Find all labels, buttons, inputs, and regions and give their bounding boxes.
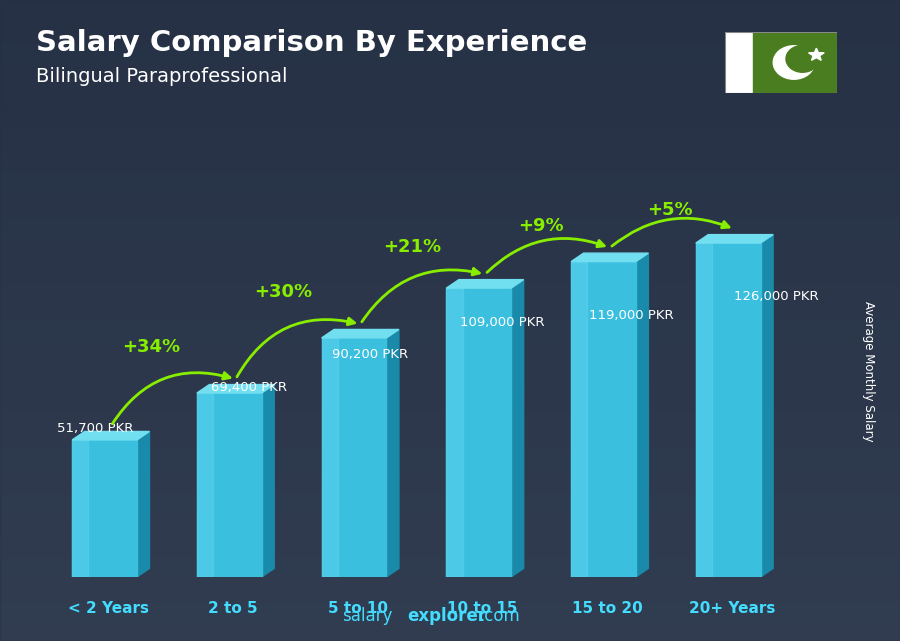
Text: explorer: explorer — [407, 607, 486, 625]
Bar — [446, 288, 511, 577]
Text: 51,700 PKR: 51,700 PKR — [58, 422, 133, 435]
Bar — [197, 393, 213, 577]
Text: Salary Comparison By Experience: Salary Comparison By Experience — [36, 29, 587, 57]
Polygon shape — [808, 48, 824, 60]
Text: 5 to 10: 5 to 10 — [328, 601, 388, 616]
Bar — [696, 243, 712, 577]
Polygon shape — [137, 431, 149, 577]
Bar — [72, 440, 137, 577]
Bar — [321, 338, 338, 577]
Text: < 2 Years: < 2 Years — [68, 601, 148, 616]
Text: +9%: +9% — [518, 217, 564, 235]
Text: 20+ Years: 20+ Years — [688, 601, 775, 616]
Text: 2 to 5: 2 to 5 — [208, 601, 258, 616]
Polygon shape — [636, 253, 648, 577]
Polygon shape — [197, 385, 274, 393]
Text: +30%: +30% — [254, 283, 312, 301]
Polygon shape — [696, 235, 773, 243]
Circle shape — [773, 46, 814, 79]
Bar — [72, 440, 88, 577]
Text: 126,000 PKR: 126,000 PKR — [734, 290, 819, 303]
Text: 90,200 PKR: 90,200 PKR — [331, 348, 408, 361]
Polygon shape — [321, 329, 399, 338]
Bar — [696, 243, 760, 577]
Polygon shape — [72, 431, 149, 440]
Text: 119,000 PKR: 119,000 PKR — [589, 309, 673, 322]
Polygon shape — [446, 279, 524, 288]
Text: Bilingual Paraprofessional: Bilingual Paraprofessional — [36, 67, 287, 87]
Polygon shape — [262, 385, 274, 577]
Bar — [321, 338, 386, 577]
Bar — [724, 32, 752, 93]
Polygon shape — [511, 279, 524, 577]
Text: +34%: +34% — [122, 338, 180, 356]
Text: salary: salary — [342, 607, 392, 625]
Circle shape — [786, 46, 819, 72]
Bar — [572, 262, 588, 577]
Bar — [572, 262, 636, 577]
Text: 69,400 PKR: 69,400 PKR — [211, 381, 286, 394]
Text: Average Monthly Salary: Average Monthly Salary — [862, 301, 875, 442]
Text: 15 to 20: 15 to 20 — [572, 601, 643, 616]
Text: +5%: +5% — [647, 201, 692, 219]
Bar — [446, 288, 463, 577]
Text: +21%: +21% — [383, 238, 442, 256]
Polygon shape — [386, 329, 399, 577]
Bar — [752, 32, 837, 93]
Polygon shape — [760, 235, 773, 577]
Text: 109,000 PKR: 109,000 PKR — [460, 316, 544, 329]
Text: 10 to 15: 10 to 15 — [447, 601, 518, 616]
Text: .com: .com — [479, 607, 519, 625]
Polygon shape — [572, 253, 648, 262]
Bar — [197, 393, 262, 577]
